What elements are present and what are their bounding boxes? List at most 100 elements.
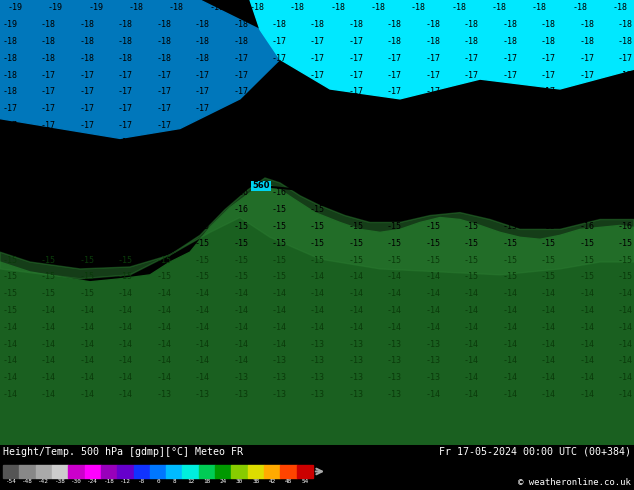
Text: -15: -15 <box>79 255 94 265</box>
Text: -14: -14 <box>310 272 325 281</box>
Text: -17: -17 <box>118 121 133 130</box>
Text: -18: -18 <box>3 37 18 46</box>
Text: -18: -18 <box>195 37 210 46</box>
Text: -13: -13 <box>195 390 210 399</box>
Text: -14: -14 <box>387 289 402 298</box>
Text: -16: -16 <box>118 188 133 197</box>
Text: -15: -15 <box>156 239 171 248</box>
Text: -16: -16 <box>195 155 210 164</box>
Text: -16: -16 <box>387 121 402 130</box>
Text: -14: -14 <box>463 356 479 366</box>
Text: -18: -18 <box>3 71 18 80</box>
Text: -16: -16 <box>541 172 555 180</box>
Text: -17: -17 <box>233 71 248 80</box>
Text: 30: 30 <box>236 479 243 484</box>
Text: -16: -16 <box>118 205 133 214</box>
Polygon shape <box>250 0 634 99</box>
Text: -17: -17 <box>541 54 555 63</box>
Text: -15: -15 <box>502 239 517 248</box>
Text: -17: -17 <box>502 155 517 164</box>
Text: -15: -15 <box>387 255 402 265</box>
Text: -14: -14 <box>463 306 479 315</box>
Text: -17: -17 <box>425 87 440 97</box>
Text: -18: -18 <box>79 54 94 63</box>
Text: -15: -15 <box>310 239 325 248</box>
Text: -16: -16 <box>79 205 94 214</box>
Text: -17: -17 <box>618 54 633 63</box>
Text: -16: -16 <box>233 172 248 180</box>
Text: Height/Temp. 500 hPa [gdmp][°C] Meteo FR: Height/Temp. 500 hPa [gdmp][°C] Meteo FR <box>3 447 243 457</box>
Text: -16: -16 <box>271 188 287 197</box>
Text: -15: -15 <box>425 205 440 214</box>
Text: -15: -15 <box>79 239 94 248</box>
Text: -16: -16 <box>618 205 633 214</box>
Text: -18: -18 <box>572 3 587 12</box>
Text: -14: -14 <box>387 272 402 281</box>
Text: -13: -13 <box>233 390 248 399</box>
Polygon shape <box>0 183 634 445</box>
Text: -14: -14 <box>118 390 133 399</box>
Text: -15: -15 <box>425 239 440 248</box>
Text: -18: -18 <box>233 37 248 46</box>
Text: 48: 48 <box>285 479 292 484</box>
Text: -15: -15 <box>3 255 18 265</box>
Text: -15: -15 <box>271 272 287 281</box>
Text: -17: -17 <box>3 104 18 113</box>
Text: -15: -15 <box>502 222 517 231</box>
Text: -15: -15 <box>41 272 56 281</box>
Text: -16: -16 <box>118 222 133 231</box>
Text: -14: -14 <box>195 356 210 366</box>
Text: -13: -13 <box>387 390 402 399</box>
Text: -17: -17 <box>618 121 633 130</box>
Text: -16: -16 <box>156 222 171 231</box>
Text: -17: -17 <box>502 138 517 147</box>
Text: -17: -17 <box>618 155 633 164</box>
Text: -14: -14 <box>425 323 440 332</box>
Text: -18: -18 <box>41 54 56 63</box>
Text: -16: -16 <box>41 188 56 197</box>
Text: -16: -16 <box>310 172 325 180</box>
Text: -18: -18 <box>156 20 171 29</box>
Text: -18: -18 <box>41 37 56 46</box>
Text: -15: -15 <box>195 239 210 248</box>
Text: -17: -17 <box>118 71 133 80</box>
Text: -18: -18 <box>41 20 56 29</box>
Text: -18: -18 <box>3 87 18 97</box>
Text: -14: -14 <box>541 340 555 348</box>
Text: -13: -13 <box>425 356 440 366</box>
Text: -14: -14 <box>41 356 56 366</box>
Text: -14: -14 <box>156 340 171 348</box>
Text: -17: -17 <box>3 155 18 164</box>
Bar <box>264 465 280 478</box>
Text: -16: -16 <box>349 121 363 130</box>
Text: -17: -17 <box>463 71 479 80</box>
Text: -18: -18 <box>129 3 143 12</box>
Text: -17: -17 <box>233 104 248 113</box>
Text: 18: 18 <box>204 479 210 484</box>
Text: -18: -18 <box>233 20 248 29</box>
Text: -17: -17 <box>618 71 633 80</box>
Text: -14: -14 <box>271 306 287 315</box>
Text: -16: -16 <box>233 138 248 147</box>
Text: -18: -18 <box>79 37 94 46</box>
Text: -17: -17 <box>79 155 94 164</box>
Text: -17: -17 <box>271 121 287 130</box>
Bar <box>166 465 183 478</box>
Text: -15: -15 <box>156 255 171 265</box>
Text: -18: -18 <box>209 3 224 12</box>
Text: -16: -16 <box>579 172 594 180</box>
Text: -15: -15 <box>349 222 363 231</box>
Text: -14: -14 <box>79 306 94 315</box>
Text: -15: -15 <box>118 255 133 265</box>
Text: -16: -16 <box>156 155 171 164</box>
Text: -14: -14 <box>618 323 633 332</box>
Text: -14: -14 <box>233 306 248 315</box>
Bar <box>231 465 248 478</box>
Text: -16: -16 <box>579 222 594 231</box>
Text: -17: -17 <box>310 87 325 97</box>
Text: -17: -17 <box>310 37 325 46</box>
Text: -15: -15 <box>425 255 440 265</box>
Text: -17: -17 <box>271 71 287 80</box>
Text: -17: -17 <box>618 172 633 180</box>
Text: -17: -17 <box>3 138 18 147</box>
